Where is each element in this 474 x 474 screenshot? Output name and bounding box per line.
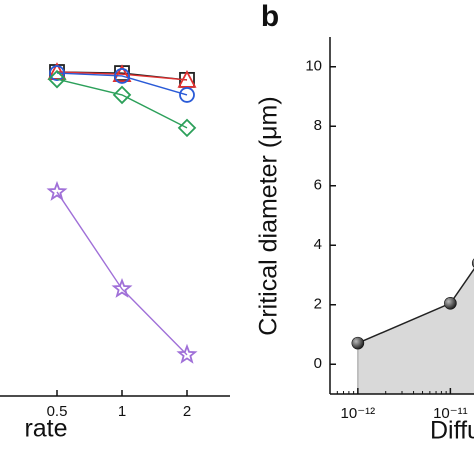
- x-tick-label: 10⁻¹²: [341, 405, 376, 422]
- marker: [179, 87, 195, 103]
- marker: [46, 180, 68, 201]
- x-tick-label: 10⁻¹¹: [433, 405, 468, 422]
- marker: [114, 68, 130, 84]
- series-line: [56, 72, 188, 96]
- y-axis-title: Critical diameter (μm): [255, 96, 283, 335]
- panel-label: b: [261, 0, 279, 33]
- x-axis-title: rate: [24, 415, 67, 443]
- marker: [176, 343, 198, 364]
- marker: [177, 118, 197, 138]
- x-tick-label: 1: [118, 403, 126, 420]
- marker: [351, 336, 365, 350]
- series-line: [56, 71, 188, 81]
- y-tick-label: 4: [314, 236, 322, 253]
- marker: [112, 85, 132, 105]
- y-tick-label: 6: [314, 177, 322, 194]
- y-tick-label: 10: [305, 58, 322, 75]
- x-tick-label: 0.5: [47, 403, 68, 420]
- marker: [47, 69, 67, 89]
- marker: [444, 296, 457, 310]
- y-tick-label: 2: [314, 296, 322, 313]
- y-tick-label: 8: [314, 117, 322, 134]
- marker: [111, 277, 133, 298]
- series-line: [56, 78, 188, 129]
- x-axis-title: Diffu: [430, 417, 474, 445]
- marker: [112, 64, 132, 83]
- marker: [177, 69, 197, 88]
- marker: [47, 62, 67, 80]
- marker: [49, 65, 65, 81]
- plot: [351, 258, 474, 394]
- x-tick-label: 2: [183, 403, 191, 420]
- area: [357, 269, 474, 394]
- series-line: [56, 191, 188, 356]
- y-tick-label: 0: [314, 355, 322, 372]
